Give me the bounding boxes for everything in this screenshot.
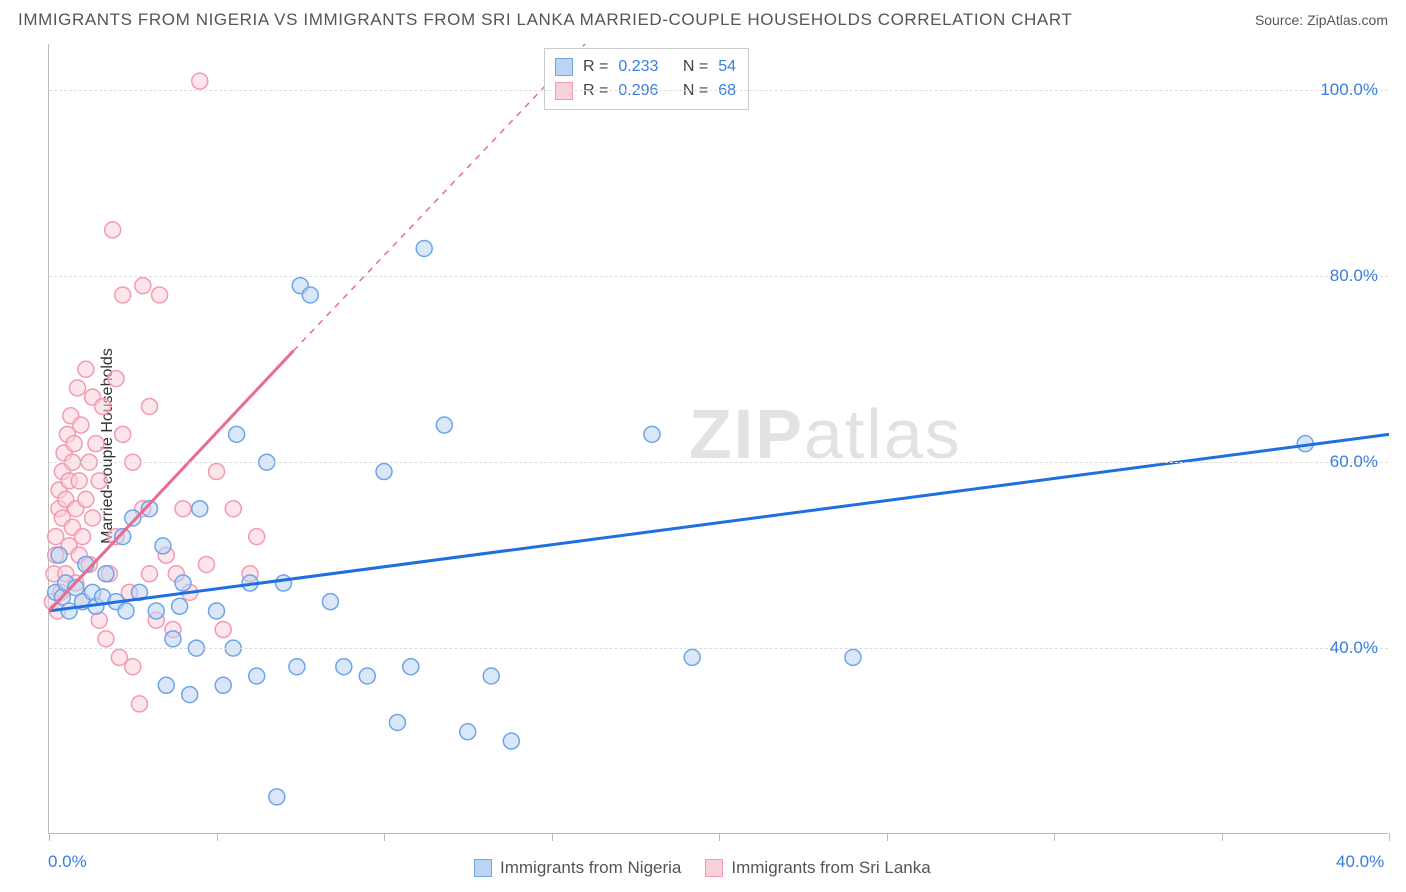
scatter-point	[192, 501, 208, 517]
title-bar: IMMIGRANTS FROM NIGERIA VS IMMIGRANTS FR…	[18, 10, 1388, 30]
trend-line	[49, 434, 1389, 611]
scatter-point	[155, 538, 171, 554]
scatter-point	[108, 371, 124, 387]
scatter-point	[192, 73, 208, 89]
scatter-point	[85, 510, 101, 526]
legend-item-nigeria: Immigrants from Nigeria	[474, 858, 681, 878]
x-tick	[49, 833, 50, 841]
x-tick	[217, 833, 218, 841]
scatter-point	[249, 668, 265, 684]
legend-item-srilanka: Immigrants from Sri Lanka	[705, 858, 930, 878]
stats-box: R = 0.233 N = 54 R = 0.296 N = 68	[544, 48, 749, 110]
legend-label: Immigrants from Sri Lanka	[731, 858, 930, 878]
scatter-point	[73, 417, 89, 433]
scatter-point	[175, 575, 191, 591]
y-tick-label: 60.0%	[1330, 452, 1378, 472]
scatter-point	[172, 598, 188, 614]
scatter-point	[389, 714, 405, 730]
scatter-point	[403, 659, 419, 675]
scatter-point	[135, 278, 151, 294]
scatter-chart	[49, 44, 1389, 834]
scatter-point	[359, 668, 375, 684]
scatter-point	[209, 603, 225, 619]
scatter-point	[302, 287, 318, 303]
bottom-legend: Immigrants from Nigeria Immigrants from …	[474, 858, 931, 878]
gridline	[49, 90, 1388, 91]
legend-swatch-blue	[474, 859, 492, 877]
legend-label: Immigrants from Nigeria	[500, 858, 681, 878]
scatter-point	[249, 529, 265, 545]
x-tick	[552, 833, 553, 841]
x-tick	[384, 833, 385, 841]
x-left-label: 0.0%	[48, 852, 87, 872]
scatter-point	[142, 398, 158, 414]
scatter-point	[483, 668, 499, 684]
scatter-point	[98, 631, 114, 647]
scatter-point	[75, 529, 91, 545]
scatter-point	[71, 473, 87, 489]
scatter-point	[215, 622, 231, 638]
scatter-point	[198, 556, 214, 572]
scatter-point	[460, 724, 476, 740]
scatter-point	[416, 240, 432, 256]
source-label: Source: ZipAtlas.com	[1255, 12, 1388, 28]
scatter-point	[105, 222, 121, 238]
scatter-point	[148, 603, 164, 619]
x-tick	[1222, 833, 1223, 841]
scatter-point	[845, 649, 861, 665]
scatter-point	[209, 464, 225, 480]
gridline	[49, 648, 1388, 649]
y-tick-label: 80.0%	[1330, 266, 1378, 286]
scatter-point	[66, 436, 82, 452]
scatter-point	[115, 287, 131, 303]
scatter-point	[165, 631, 181, 647]
scatter-point	[98, 566, 114, 582]
scatter-point	[182, 687, 198, 703]
scatter-point	[152, 287, 168, 303]
scatter-point	[644, 426, 660, 442]
scatter-point	[91, 473, 107, 489]
scatter-point	[336, 659, 352, 675]
scatter-point	[503, 733, 519, 749]
x-tick	[1054, 833, 1055, 841]
y-tick-label: 100.0%	[1320, 80, 1378, 100]
scatter-point	[376, 464, 392, 480]
x-right-label: 40.0%	[1336, 852, 1384, 872]
stats-row-blue: R = 0.233 N = 54	[555, 55, 736, 79]
scatter-point	[322, 594, 338, 610]
scatter-point	[225, 501, 241, 517]
x-tick	[719, 833, 720, 841]
scatter-point	[95, 398, 111, 414]
gridline	[49, 276, 1388, 277]
scatter-point	[78, 361, 94, 377]
scatter-point	[118, 603, 134, 619]
scatter-point	[131, 696, 147, 712]
legend-swatch-pink	[705, 859, 723, 877]
swatch-blue	[555, 58, 573, 76]
scatter-point	[175, 501, 191, 517]
scatter-point	[125, 659, 141, 675]
scatter-point	[684, 649, 700, 665]
scatter-point	[51, 547, 67, 563]
scatter-point	[142, 566, 158, 582]
scatter-point	[215, 677, 231, 693]
chart-title: IMMIGRANTS FROM NIGERIA VS IMMIGRANTS FR…	[18, 10, 1072, 30]
scatter-point	[78, 491, 94, 507]
scatter-point	[158, 677, 174, 693]
x-tick	[1389, 833, 1390, 841]
x-tick	[887, 833, 888, 841]
scatter-point	[115, 426, 131, 442]
scatter-point	[229, 426, 245, 442]
scatter-point	[88, 436, 104, 452]
y-tick-label: 40.0%	[1330, 638, 1378, 658]
scatter-point	[289, 659, 305, 675]
scatter-point	[269, 789, 285, 805]
scatter-point	[69, 380, 85, 396]
scatter-point	[436, 417, 452, 433]
gridline	[49, 462, 1388, 463]
plot-area: ZIPatlas R = 0.233 N = 54 R = 0.296 N = …	[48, 44, 1388, 834]
scatter-point	[276, 575, 292, 591]
